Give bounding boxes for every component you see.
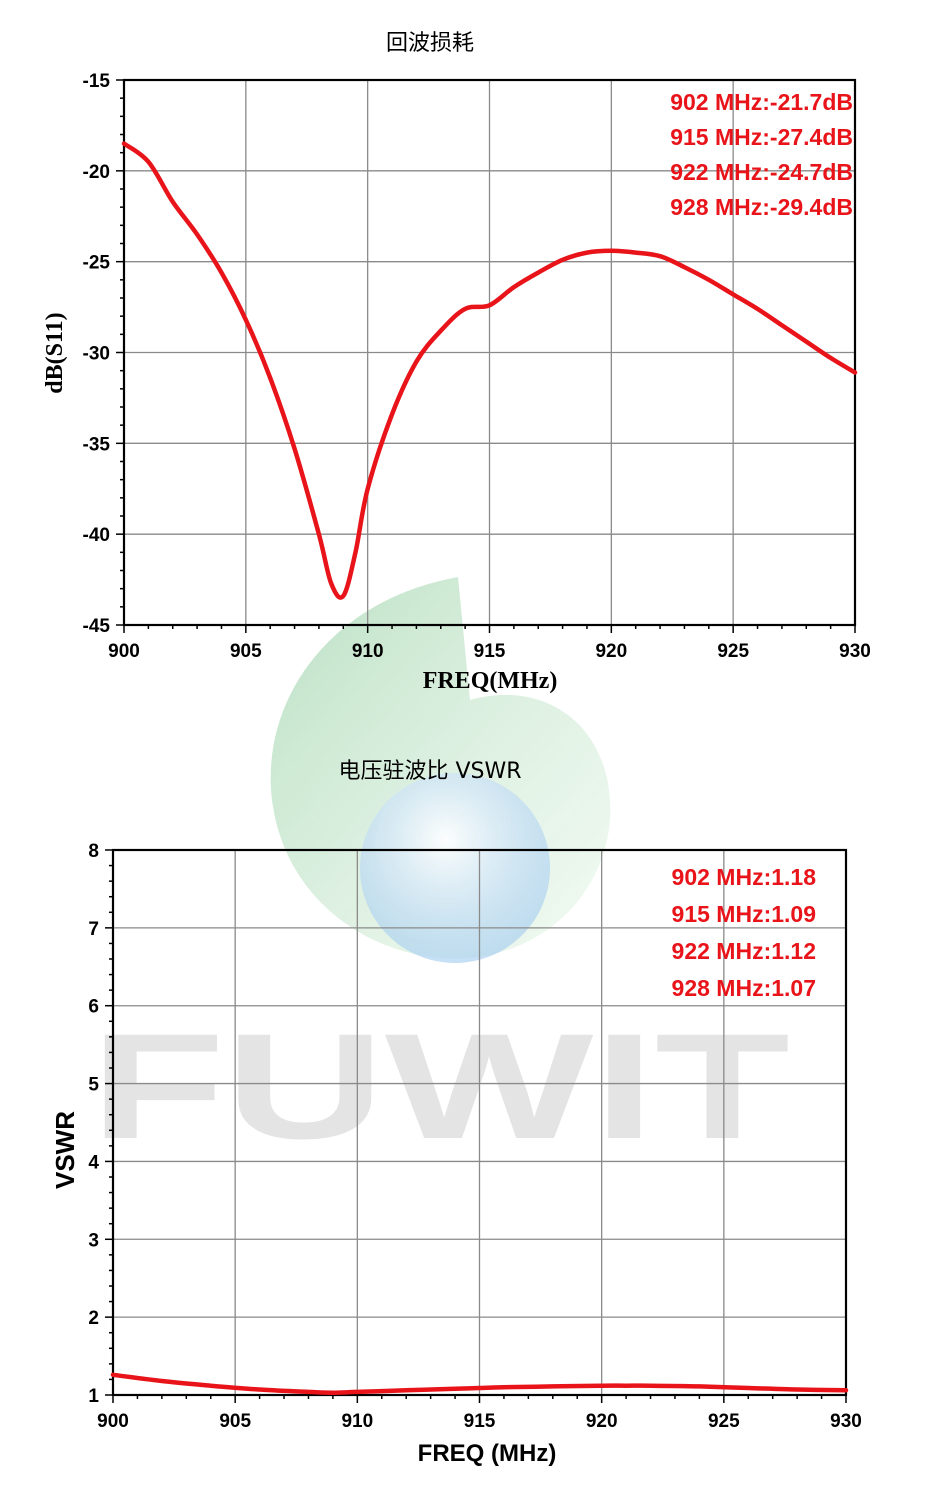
annotation-label: 922 MHz:1.12 — [672, 938, 816, 964]
y-tick-label: 3 — [88, 1230, 99, 1251]
chart-title: 电压驻波比 VSWR — [338, 759, 521, 784]
x-tick-label: 925 — [708, 1411, 740, 1432]
watermark-blue-sphere — [360, 773, 550, 963]
watermark-logo: FUWIT — [90, 577, 790, 1170]
grid — [124, 80, 855, 625]
y-tick-label: 5 — [88, 1075, 99, 1096]
annotation-label: 928 MHz:1.07 — [672, 975, 816, 1001]
grid — [113, 850, 846, 1395]
y-axis-label: VSWR — [50, 1111, 80, 1189]
y-tick-label: -45 — [83, 616, 111, 637]
x-tick-label: 905 — [219, 1411, 251, 1432]
y-tick-label: -25 — [83, 253, 111, 274]
x-tick-label: 930 — [830, 1411, 862, 1432]
x-tick-label: 900 — [97, 1411, 129, 1432]
y-tick-label: 2 — [88, 1308, 99, 1329]
annotation-label: 915 MHz:1.09 — [672, 901, 816, 927]
x-tick-label: 905 — [230, 641, 262, 662]
annotation-label: 922 MHz:-24.7dB — [670, 159, 853, 185]
y-tick-label: -20 — [83, 162, 110, 183]
chart-title: 回波损耗 — [386, 31, 474, 56]
y-tick-label: -30 — [83, 344, 110, 365]
watermark-text: FUWIT — [90, 1002, 790, 1170]
y-tick-label: -15 — [83, 71, 111, 92]
x-tick-label: 915 — [464, 1411, 496, 1432]
x-tick-label: 910 — [352, 641, 384, 662]
annotation-label: 915 MHz:-27.4dB — [670, 124, 853, 150]
x-tick-label: 910 — [341, 1411, 373, 1432]
x-axis-label: FREQ(MHz) — [423, 668, 558, 694]
y-tick-label: 1 — [88, 1386, 99, 1407]
x-tick-label: 900 — [108, 641, 140, 662]
series-line — [110, 1372, 849, 1395]
y-tick-label: 6 — [88, 997, 99, 1018]
vswr-chart: 电压驻波比 VSWR 900 905 910 915 920 925 930 1 2 3 4 5 6 7 8… — [50, 759, 862, 1467]
series-group — [110, 1372, 849, 1395]
x-tick-label: 920 — [586, 1411, 618, 1432]
return-loss-chart: 回波损耗 900 905 910 915 920 925 930 -45 -40 -35 -30 -2… — [42, 31, 871, 694]
series-group — [121, 141, 858, 600]
x-tick-label: 920 — [595, 641, 627, 662]
x-tick-label: 915 — [474, 641, 506, 662]
annotation-label: 902 MHz:-21.7dB — [670, 89, 853, 115]
y-tick-label: -40 — [83, 525, 110, 546]
annotation-group: 902 MHz:1.18 915 MHz:1.09 922 MHz:1.12 928 … — [672, 864, 817, 1001]
annotation-label: 928 MHz:-29.4dB — [670, 194, 853, 220]
series-line — [121, 141, 858, 600]
y-tick-label: 8 — [88, 841, 99, 862]
y-tick-label: 7 — [88, 919, 99, 940]
axes: 900 905 910 915 920 925 930 1 2 3 4 5 6 7 8 — [88, 841, 861, 1432]
x-tick-label: 925 — [717, 641, 749, 662]
annotation-group: 902 MHz:-21.7dB 915 MHz:-27.4dB 922 MHz:-2… — [670, 89, 853, 220]
y-axis-label: dB(S11) — [42, 312, 68, 393]
x-tick-label: 930 — [839, 641, 871, 662]
annotation-label: 902 MHz:1.18 — [672, 864, 817, 890]
y-tick-label: -35 — [83, 434, 111, 455]
axes: 900 905 910 915 920 925 930 -45 -40 -35 -30 -25 -20 -… — [83, 71, 871, 662]
y-tick-label: 4 — [88, 1152, 99, 1173]
x-axis-label: FREQ (MHz) — [418, 1440, 557, 1467]
